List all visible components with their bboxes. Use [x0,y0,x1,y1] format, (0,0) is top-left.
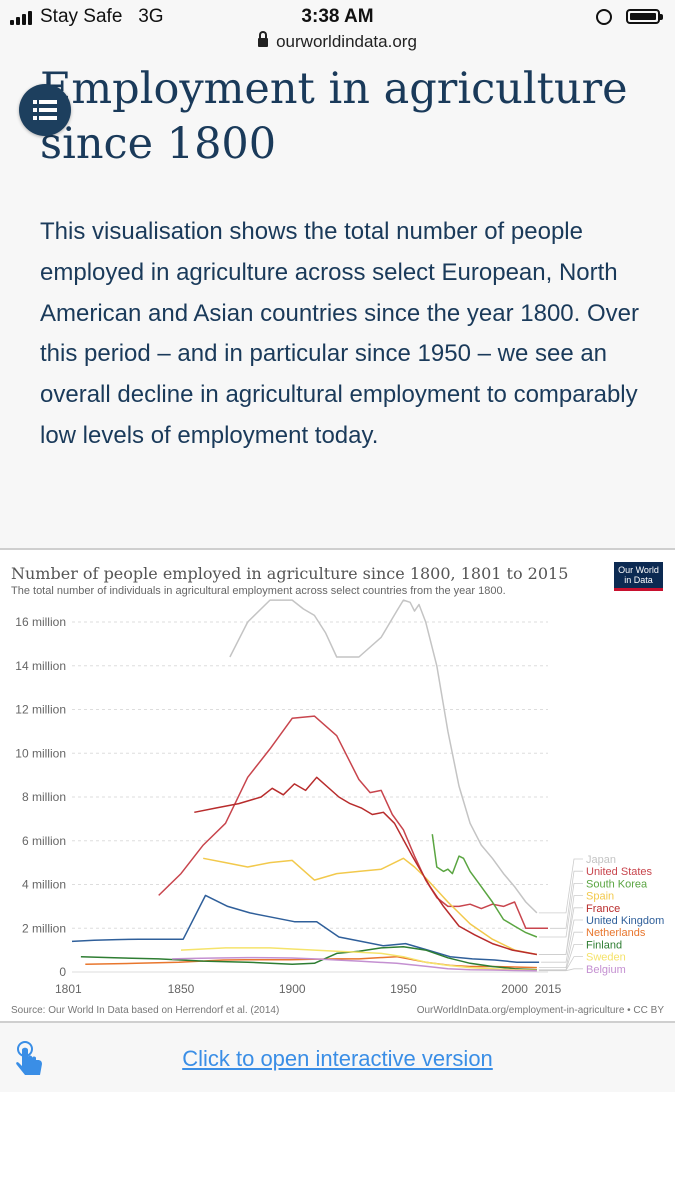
battery-icon [626,9,663,24]
rotation-lock-icon [596,9,612,25]
x-tick-label: 1801 [55,982,82,996]
address-bar[interactable]: ourworldindata.org [0,31,675,52]
chart-title: Number of people employed in agriculture… [11,564,568,583]
legend-connector [538,858,583,914]
x-tick-label: 2000 [501,982,528,996]
x-tick-label: 1950 [390,982,417,996]
carrier-label: Stay Safe [40,6,123,27]
x-tick-label: 2015 [535,982,562,996]
chart-subtitle: The total number of individuals in agric… [11,585,506,597]
legend-entry-spain[interactable]: Spain [586,891,614,903]
y-tick-label: 12 million [15,703,66,717]
y-tick-label: 8 million [22,790,66,804]
y-tick-label: 2 million [22,921,66,935]
agriculture-employment-chart[interactable]: Number of people employed in agriculture… [0,550,675,1021]
series-line-japan[interactable] [229,599,538,914]
legend-entry-finland[interactable]: Finland [586,939,622,951]
legend-connector [541,919,583,963]
chart-source: Source: Our World In Data based on Herre… [11,1005,279,1016]
series-line-sweden[interactable] [180,947,537,972]
legend-entry-south-korea[interactable]: South Korea [586,878,648,890]
legend-connector [550,870,583,929]
chart-credit[interactable]: OurWorldInData.org/employment-in-agricul… [417,1005,665,1016]
legend-entry-france[interactable]: France [586,903,620,915]
intro-paragraph: This visualisation shows the total numbe… [40,218,639,449]
legend-entry-united-kingdom[interactable]: United Kingdom [586,915,664,927]
series-line-belgium[interactable] [172,956,537,972]
lock-icon [258,31,269,47]
hand-pointer-icon [16,1041,42,1075]
owid-logo[interactable]: Our World in Data [614,562,663,591]
chart-card[interactable]: Number of people employed in agriculture… [0,548,675,1023]
legend-entry-belgium[interactable]: Belgium [586,964,626,976]
series-line-united-states[interactable] [158,715,548,930]
legend-connector [538,931,583,969]
series-line-france[interactable] [194,776,538,956]
toc-button[interactable] [19,84,71,136]
legend-entry-japan[interactable]: Japan [586,854,616,866]
legend-connector [538,895,583,955]
series-line-spain[interactable] [203,857,538,956]
status-bar: Stay Safe 3G 3:38 AM [0,0,675,34]
y-tick-label: 14 million [15,659,66,673]
legend-entry-sweden[interactable]: Sweden [586,952,626,964]
open-interactive-link[interactable]: Click to open interactive version [182,1046,493,1071]
legend-connector [538,882,583,938]
logo-line-1: Our World [618,565,659,575]
legend-connector [538,956,583,971]
y-tick-label: 4 million [22,878,66,892]
legend-entry-united-states[interactable]: United States [586,866,653,878]
y-tick-label: 0 [59,965,66,979]
legend-connector [538,968,583,972]
logo-line-2: in Data [624,575,653,585]
y-tick-label: 16 million [15,615,66,629]
url-text: ourworldindata.org [276,32,417,51]
interactive-link-row: Click to open interactive version [0,1034,675,1090]
y-tick-label: 6 million [22,834,66,848]
legend-connector [538,943,583,971]
list-icon [33,100,57,120]
signal-icon [10,9,38,25]
status-time: 3:38 AM [301,6,374,27]
legend-entry-netherlands[interactable]: Netherlands [586,927,646,939]
x-tick-label: 1850 [168,982,195,996]
x-tick-label: 1900 [279,982,306,996]
page-bottom [0,1092,675,1200]
page-title: Employment in agriculture since 1800 [40,64,628,169]
network-label: 3G [138,6,164,27]
y-tick-label: 10 million [15,746,66,760]
legend-connector [538,907,583,955]
series-line-south-korea[interactable] [431,834,538,938]
series-line-united-kingdom[interactable] [71,894,540,963]
